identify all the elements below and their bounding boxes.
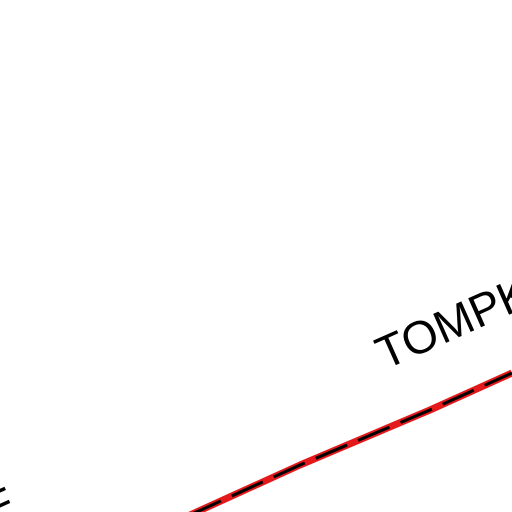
- boundary-line-inner: [192, 371, 512, 512]
